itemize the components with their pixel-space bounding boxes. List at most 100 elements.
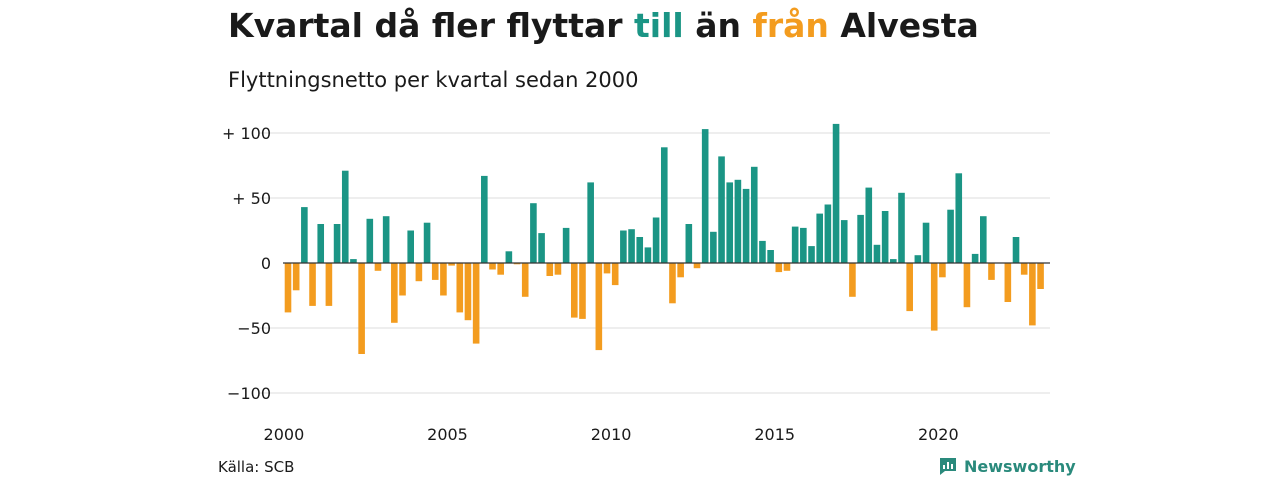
bar — [407, 230, 414, 263]
bar — [587, 182, 594, 263]
bar — [611, 263, 619, 286]
bar — [873, 244, 881, 263]
brand-name: Newsworthy — [964, 456, 1076, 476]
bar — [726, 182, 734, 263]
bar — [489, 263, 496, 270]
bar — [955, 173, 963, 263]
bar — [423, 222, 431, 263]
bar — [595, 263, 603, 351]
bar — [571, 263, 578, 318]
bar — [963, 263, 971, 308]
bar — [301, 207, 308, 263]
bar — [554, 263, 562, 275]
title-part-1: Kvartal då fler flyttar — [228, 6, 635, 45]
bar — [816, 213, 823, 263]
chart-subtitle: Flyttningsnetto per kvartal sedan 2000 — [228, 68, 639, 92]
bar — [538, 233, 545, 263]
bar — [734, 179, 742, 263]
bar — [505, 251, 513, 263]
bar — [832, 123, 840, 264]
bar — [685, 224, 693, 263]
bar — [710, 231, 717, 263]
bar — [669, 263, 676, 304]
bar — [382, 216, 390, 263]
bar — [1029, 263, 1036, 326]
bar — [988, 263, 995, 280]
brand-logo: Newsworthy — [938, 456, 1076, 476]
bar — [857, 214, 864, 263]
bar — [562, 227, 570, 263]
x-tick-label: 2005 — [427, 425, 468, 444]
bar — [767, 250, 774, 263]
bar — [701, 129, 709, 263]
gridlines — [259, 132, 1050, 394]
bar — [481, 175, 488, 263]
bar — [399, 263, 406, 296]
bar — [448, 263, 455, 266]
bar — [718, 156, 725, 263]
bar — [1020, 263, 1028, 275]
title-highlight-fran: från — [752, 6, 829, 45]
bar — [603, 263, 611, 274]
bar — [358, 263, 365, 354]
bar — [840, 220, 848, 263]
title-highlight-till: till — [634, 6, 684, 45]
bar — [391, 263, 398, 323]
bar — [750, 166, 758, 263]
x-axis-ticks: 2000 2005 2010 2015 2020 — [264, 425, 959, 444]
bar — [513, 263, 521, 265]
bar — [456, 263, 464, 313]
bar — [783, 263, 791, 271]
bars — [284, 123, 1044, 354]
bar — [1037, 263, 1044, 289]
bar — [366, 218, 374, 263]
y-tick-label: −100 — [227, 384, 271, 403]
bar — [906, 263, 913, 312]
bar — [939, 263, 946, 278]
bar — [865, 187, 873, 263]
x-tick-label: 2015 — [754, 425, 795, 444]
bar — [284, 263, 292, 313]
bar — [800, 227, 807, 263]
bar — [890, 259, 897, 263]
bar — [898, 192, 905, 263]
bar — [292, 263, 300, 291]
source-note: Källa: SCB — [218, 458, 295, 476]
bar — [440, 263, 447, 296]
bar — [759, 240, 766, 263]
bar — [971, 253, 979, 263]
bar — [849, 263, 856, 297]
bar — [980, 216, 987, 263]
bar — [636, 237, 644, 263]
bar — [521, 263, 529, 297]
bar — [775, 263, 783, 273]
bar — [644, 247, 652, 263]
bar — [497, 263, 504, 275]
bar — [620, 230, 627, 263]
x-tick-label: 2020 — [918, 425, 959, 444]
bar — [930, 263, 938, 331]
bar — [922, 222, 930, 263]
bar — [742, 188, 750, 263]
bar — [464, 263, 472, 321]
title-part-3: Alvesta — [828, 6, 979, 45]
bar — [350, 259, 357, 263]
bar — [579, 263, 586, 319]
bar — [530, 203, 537, 263]
title-part-2: än — [683, 6, 753, 45]
bar — [374, 263, 382, 271]
bar — [472, 263, 480, 344]
bar — [677, 263, 684, 278]
newsworthy-logo-icon — [940, 458, 956, 475]
bar — [947, 209, 954, 263]
bar — [1004, 263, 1012, 302]
bar — [652, 217, 660, 263]
bar — [791, 226, 799, 263]
bar — [309, 263, 316, 306]
bar — [693, 263, 701, 269]
bar — [1012, 237, 1020, 263]
bar — [325, 263, 333, 306]
x-tick-label: 2000 — [264, 425, 305, 444]
x-tick-label: 2010 — [591, 425, 632, 444]
